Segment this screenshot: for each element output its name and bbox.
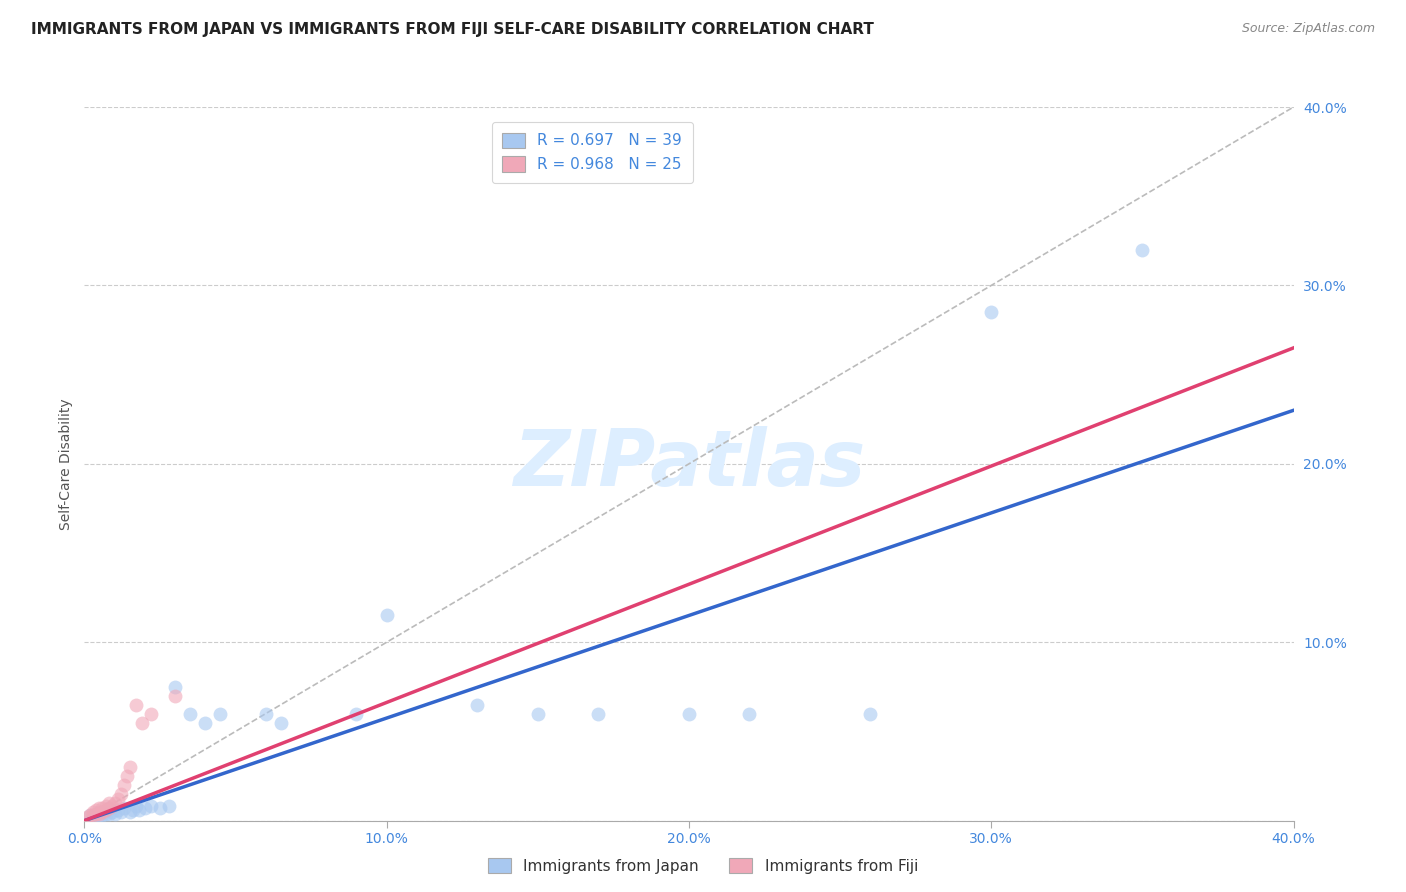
- Point: [97, 796, 120, 810]
- Point: [165, 680, 187, 694]
- Point: [678, 706, 700, 721]
- Point: [86, 803, 108, 817]
- Point: [82, 805, 104, 819]
- Point: [107, 803, 129, 817]
- Point: [89, 808, 111, 822]
- Point: [125, 799, 148, 814]
- Point: [209, 706, 232, 721]
- Point: [110, 805, 132, 819]
- Legend: Immigrants from Japan, Immigrants from Fiji: Immigrants from Japan, Immigrants from F…: [482, 852, 924, 880]
- Point: [112, 801, 135, 815]
- Point: [738, 706, 761, 721]
- Point: [94, 806, 117, 821]
- Point: [91, 808, 114, 822]
- Point: [94, 803, 117, 817]
- Point: [980, 305, 1002, 319]
- Point: [270, 715, 292, 730]
- Point: [125, 698, 148, 712]
- Point: [149, 801, 172, 815]
- Point: [134, 801, 156, 815]
- Point: [118, 760, 141, 774]
- Point: [79, 808, 101, 822]
- Point: [131, 715, 153, 730]
- Point: [346, 706, 368, 721]
- Point: [76, 810, 98, 824]
- Point: [104, 796, 127, 810]
- Text: ZIPatlas: ZIPatlas: [513, 425, 865, 502]
- Point: [139, 799, 162, 814]
- Point: [100, 799, 122, 814]
- Point: [91, 805, 114, 819]
- Point: [79, 808, 101, 822]
- Point: [82, 808, 104, 822]
- Point: [165, 689, 187, 703]
- Point: [97, 806, 120, 821]
- Legend: R = 0.697   N = 39, R = 0.968   N = 25: R = 0.697 N = 39, R = 0.968 N = 25: [492, 122, 693, 183]
- Point: [94, 803, 117, 817]
- Point: [86, 806, 108, 821]
- Point: [89, 806, 111, 821]
- Y-axis label: Self-Care Disability: Self-Care Disability: [59, 398, 73, 530]
- Point: [157, 799, 180, 814]
- Point: [110, 787, 132, 801]
- Point: [107, 792, 129, 806]
- Point: [112, 778, 135, 792]
- Point: [97, 801, 120, 815]
- Point: [115, 769, 138, 783]
- Point: [89, 805, 111, 819]
- Point: [527, 706, 550, 721]
- Point: [588, 706, 610, 721]
- Point: [254, 706, 277, 721]
- Point: [89, 801, 111, 815]
- Point: [194, 715, 217, 730]
- Point: [91, 801, 114, 815]
- Point: [375, 608, 398, 623]
- Point: [859, 706, 882, 721]
- Text: Source: ZipAtlas.com: Source: ZipAtlas.com: [1241, 22, 1375, 36]
- Point: [128, 803, 150, 817]
- Point: [1130, 243, 1153, 257]
- Point: [104, 806, 127, 821]
- Point: [82, 810, 104, 824]
- Point: [86, 806, 108, 821]
- Point: [94, 799, 117, 814]
- Point: [139, 706, 162, 721]
- Point: [121, 803, 143, 817]
- Text: IMMIGRANTS FROM JAPAN VS IMMIGRANTS FROM FIJI SELF-CARE DISABILITY CORRELATION C: IMMIGRANTS FROM JAPAN VS IMMIGRANTS FROM…: [31, 22, 873, 37]
- Point: [179, 706, 201, 721]
- Point: [100, 805, 122, 819]
- Point: [118, 805, 141, 819]
- Point: [467, 698, 489, 712]
- Point: [97, 801, 120, 815]
